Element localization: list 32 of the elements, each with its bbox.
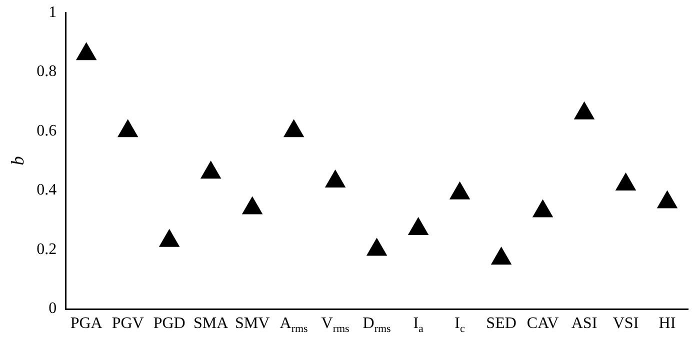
x-tick-label: SMV <box>234 315 270 332</box>
point <box>615 172 636 191</box>
point <box>449 181 470 200</box>
x-tick-label: ASI <box>571 315 598 332</box>
x-tick-label: VSI <box>612 315 639 332</box>
point <box>324 170 346 188</box>
y-tick-label: 0.2 <box>36 240 57 258</box>
point <box>200 160 222 179</box>
x-tick-label: PGD <box>153 315 186 332</box>
y-axis-title: b <box>8 156 28 166</box>
y-tick-label: 0.8 <box>36 63 57 80</box>
point <box>283 119 304 138</box>
point <box>574 101 595 120</box>
x-tick-label: SED <box>486 315 516 332</box>
point <box>656 190 678 208</box>
point <box>490 246 512 265</box>
x-tick-label: PGA <box>70 315 103 332</box>
x-tick-label: SMA <box>193 315 229 332</box>
y-tick-label: 0.4 <box>36 182 57 199</box>
point <box>117 119 138 138</box>
point <box>532 199 554 218</box>
point <box>158 228 180 247</box>
point <box>242 196 263 214</box>
y-tick-label: 0 <box>48 300 57 318</box>
y-tick-label: 1 <box>48 4 57 21</box>
x-tick-label: PGV <box>112 315 144 332</box>
point <box>408 216 429 235</box>
point <box>366 238 388 256</box>
x-tick-label: HI <box>658 315 676 332</box>
y-tick-label: 0.6 <box>36 122 57 140</box>
x-tick-label: CAV <box>526 315 560 332</box>
point <box>76 42 97 60</box>
